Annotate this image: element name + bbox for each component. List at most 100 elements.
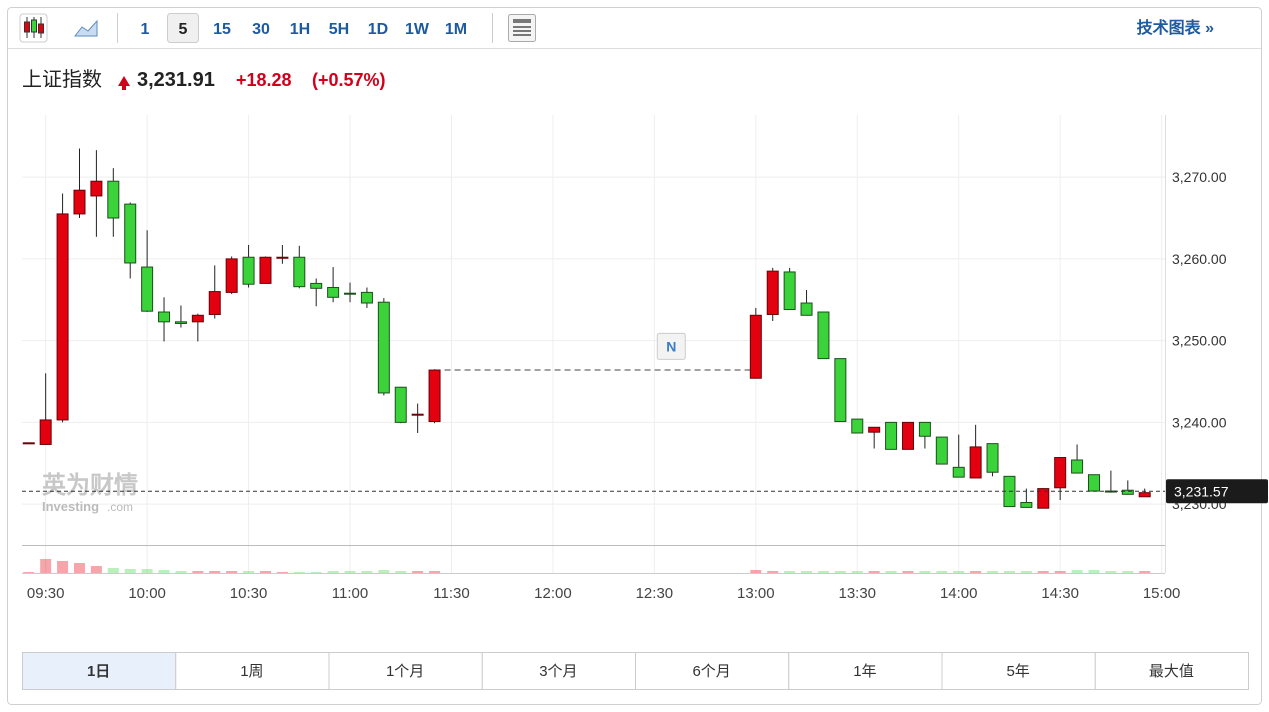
candle-body — [1054, 457, 1067, 489]
candle-body — [259, 256, 272, 284]
interval-button[interactable]: 1W — [405, 21, 430, 38]
change: +18.28 — [236, 70, 292, 90]
candle-body — [969, 446, 982, 479]
candle-body — [935, 436, 948, 465]
candle-body — [293, 256, 306, 288]
range-tab[interactable] — [941, 652, 1096, 690]
range-tab-label[interactable]: 1年 — [853, 663, 876, 680]
interval-button[interactable]: 30 — [252, 21, 270, 38]
candle-body — [191, 314, 204, 323]
volume-bar — [970, 571, 982, 573]
volume-bar — [395, 571, 407, 573]
x-tick-label: 09:30 — [27, 585, 65, 602]
candle-body — [1087, 474, 1100, 492]
volume-bar — [124, 569, 136, 573]
volume-bar — [902, 571, 914, 573]
candle-body — [360, 291, 373, 304]
volume-bar — [141, 569, 153, 573]
candle-body — [918, 421, 931, 437]
candle-body — [1138, 492, 1151, 498]
interval-button[interactable]: 1M — [445, 21, 467, 38]
volume-bar — [851, 571, 863, 573]
candle-body — [1121, 489, 1134, 495]
volume-bar — [175, 571, 187, 573]
candle-body — [986, 443, 999, 473]
volume-bar — [293, 572, 305, 573]
x-tick-label: 11:30 — [433, 585, 469, 602]
volume-bar — [987, 571, 999, 573]
volume-bar — [276, 572, 288, 573]
volume-bar — [1054, 571, 1066, 573]
interval-button[interactable]: 1 — [141, 21, 150, 38]
range-tab-label[interactable]: 1个月 — [386, 663, 424, 680]
candle-body — [276, 256, 289, 259]
range-tab[interactable] — [22, 652, 177, 690]
candle-icon[interactable] — [19, 13, 48, 43]
candle-body — [158, 311, 171, 323]
volume-bar — [226, 571, 238, 573]
candle-body — [394, 386, 407, 423]
volume-bar — [412, 571, 424, 573]
volume-bar — [23, 572, 35, 573]
volume-bar — [378, 570, 390, 573]
candle-body — [834, 358, 847, 423]
interval-button[interactable]: 5 — [179, 21, 188, 38]
volume-bar — [243, 571, 255, 573]
layout-icon[interactable] — [508, 14, 536, 42]
volume-bar — [919, 571, 931, 573]
x-tick-label: 10:00 — [128, 585, 166, 602]
volume-bar — [817, 571, 829, 573]
candle-body — [124, 203, 137, 264]
range-tab-label[interactable]: 1日 — [87, 663, 110, 680]
range-tab-label[interactable]: 最大值 — [1149, 663, 1194, 680]
volume-bar — [107, 568, 119, 573]
volume-bar — [429, 571, 441, 573]
candle-body — [817, 311, 830, 360]
range-tab-label[interactable]: 3个月 — [539, 663, 577, 680]
candle-body — [377, 301, 390, 394]
x-tick-label: 14:00 — [940, 585, 978, 602]
news-marker[interactable] — [656, 332, 686, 360]
candle-body — [800, 302, 813, 316]
range-tab[interactable] — [1094, 652, 1249, 690]
price: 3,231.91 — [137, 69, 215, 91]
volume-bar — [158, 570, 170, 573]
range-tab-label[interactable]: 5年 — [1006, 663, 1029, 680]
plot: 09:30 10:00 10:30 11:00 11:30 12:00 12:30 13:00… — [22, 115, 1268, 602]
range-tab-label[interactable]: 1周 — [240, 663, 263, 680]
up-arrow — [118, 76, 130, 90]
index-name: 上证指数 — [22, 68, 102, 91]
volume-bar — [1037, 571, 1049, 573]
range-tab[interactable] — [328, 652, 483, 690]
volume-bar — [90, 566, 102, 573]
last-price-box — [1166, 479, 1268, 504]
candle-body — [851, 418, 864, 434]
interval-button[interactable]: 5H — [329, 21, 349, 38]
volume-bar — [801, 571, 813, 573]
volume-bar — [1122, 571, 1134, 573]
volume-bar — [936, 571, 948, 573]
volume-bar — [259, 571, 271, 573]
tech-chart-link[interactable]: 技术图表 » — [1137, 18, 1214, 37]
range-tab-label[interactable]: 6个月 — [692, 663, 730, 680]
candle-body — [901, 421, 914, 450]
x-tick-label: 12:00 — [534, 585, 572, 602]
candle-body — [242, 256, 255, 285]
y-tick-label: 3,240.00 — [1172, 414, 1227, 430]
candle-body — [310, 282, 323, 289]
card — [7, 7, 1262, 705]
interval-button[interactable]: 1H — [290, 21, 310, 38]
candle-body — [208, 291, 221, 315]
interval-button[interactable]: 1D — [368, 21, 388, 38]
volume-bar — [953, 571, 965, 573]
range-tab[interactable] — [175, 652, 330, 690]
watermark-brand: Investing — [42, 499, 99, 514]
range-tab[interactable] — [481, 652, 636, 690]
candle-body — [1037, 488, 1050, 509]
interval-button[interactable]: 15 — [213, 21, 231, 38]
line-icon[interactable] — [73, 19, 98, 37]
volume-bar — [1003, 571, 1015, 573]
range-tab[interactable] — [635, 652, 790, 690]
candle-body — [885, 421, 898, 450]
